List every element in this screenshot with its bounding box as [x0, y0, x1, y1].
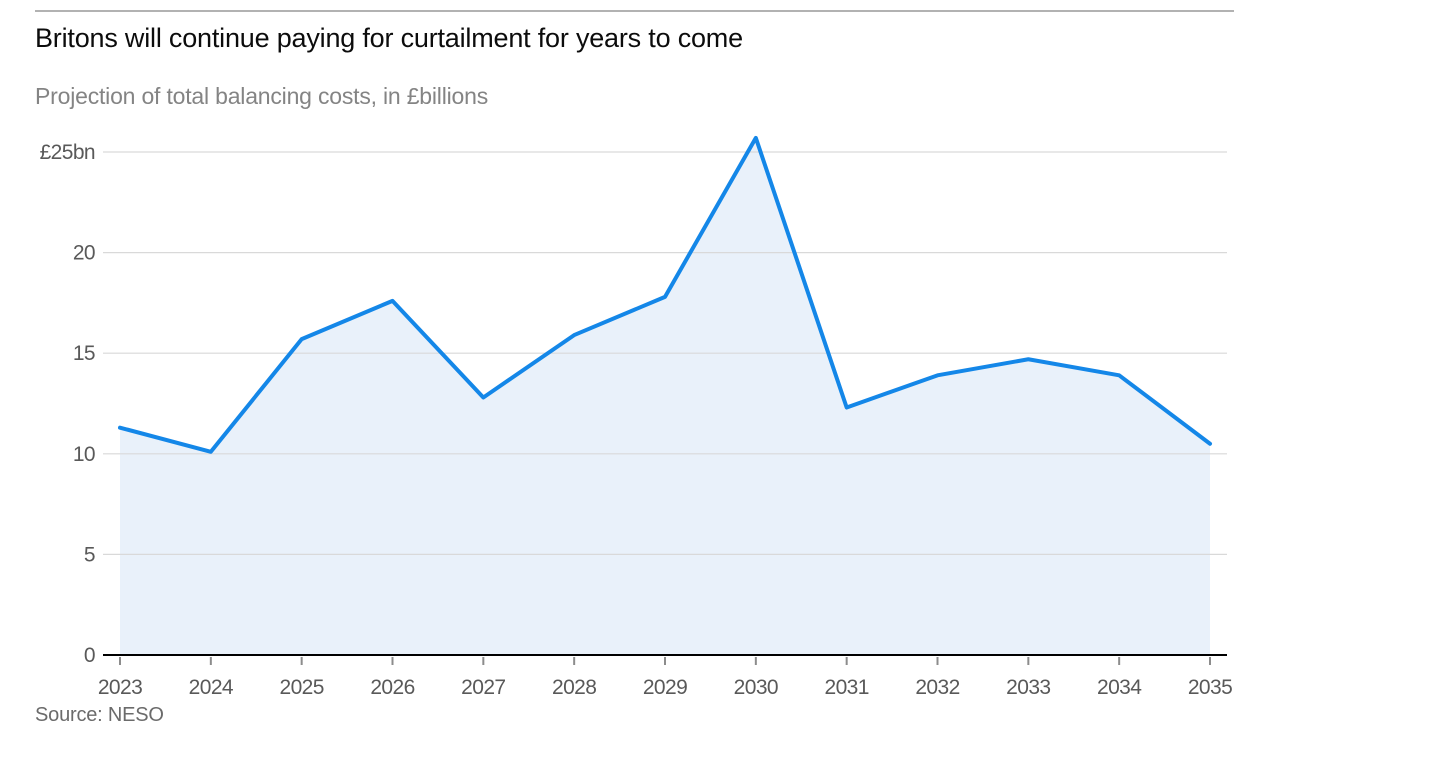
chart-subtitle: Projection of total balancing costs, in … [35, 83, 489, 109]
y-tick-label: £25bn [40, 141, 95, 164]
y-tick-label: 20 [73, 242, 95, 265]
top-rule [35, 10, 1234, 12]
source-note: Source: NESO [35, 704, 164, 726]
x-tick-label: 2029 [643, 676, 687, 699]
x-tick-label: 2026 [370, 676, 414, 699]
x-tick-label: 2027 [461, 676, 505, 699]
chart-title: Britons will continue paying for curtail… [35, 23, 743, 53]
x-tick-label: 2030 [734, 676, 778, 699]
x-tick-label: 2028 [552, 676, 596, 699]
y-tick-label: 15 [73, 342, 95, 365]
x-tick-label: 2024 [189, 676, 234, 699]
x-tick-label: 2033 [1006, 676, 1050, 699]
y-tick-label: 10 [73, 443, 95, 466]
x-tick-label: 2023 [98, 676, 142, 699]
y-tick-label: 0 [84, 644, 95, 667]
data-line [118, 135, 1212, 454]
x-tick-label: 2031 [825, 676, 869, 699]
x-tick-label: 2035 [1188, 676, 1232, 699]
area-fill [120, 137, 1210, 655]
y-tick-label: 5 [84, 543, 95, 566]
x-tick-label: 2034 [1097, 676, 1142, 699]
x-tick-label: 2032 [915, 676, 959, 699]
x-tick-label: 2025 [280, 676, 324, 699]
